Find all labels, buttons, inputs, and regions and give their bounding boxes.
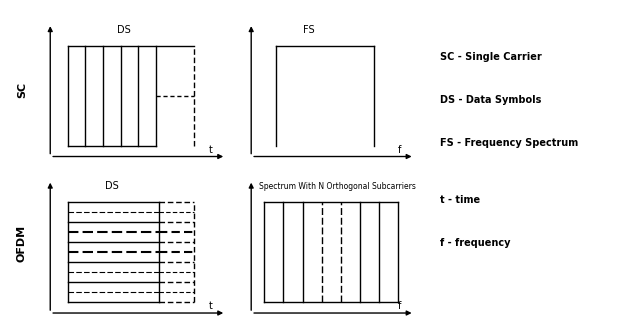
Text: OFDM: OFDM: [17, 224, 27, 262]
Text: Spectrum With N Orthogonal Subcarriers: Spectrum With N Orthogonal Subcarriers: [259, 182, 416, 191]
Text: FS: FS: [303, 25, 314, 35]
Text: DS - Data Symbols: DS - Data Symbols: [440, 95, 541, 105]
Text: t: t: [208, 145, 212, 155]
Text: f: f: [398, 301, 401, 311]
Text: t: t: [208, 301, 212, 311]
Text: FS - Frequency Spectrum: FS - Frequency Spectrum: [440, 138, 578, 148]
Text: DS: DS: [117, 25, 131, 35]
Text: DS: DS: [105, 181, 119, 191]
Text: t - time: t - time: [440, 195, 480, 205]
Text: SC - Single Carrier: SC - Single Carrier: [440, 52, 541, 62]
Text: f: f: [398, 145, 401, 155]
Text: SC: SC: [17, 82, 27, 98]
Text: f - frequency: f - frequency: [440, 238, 510, 248]
